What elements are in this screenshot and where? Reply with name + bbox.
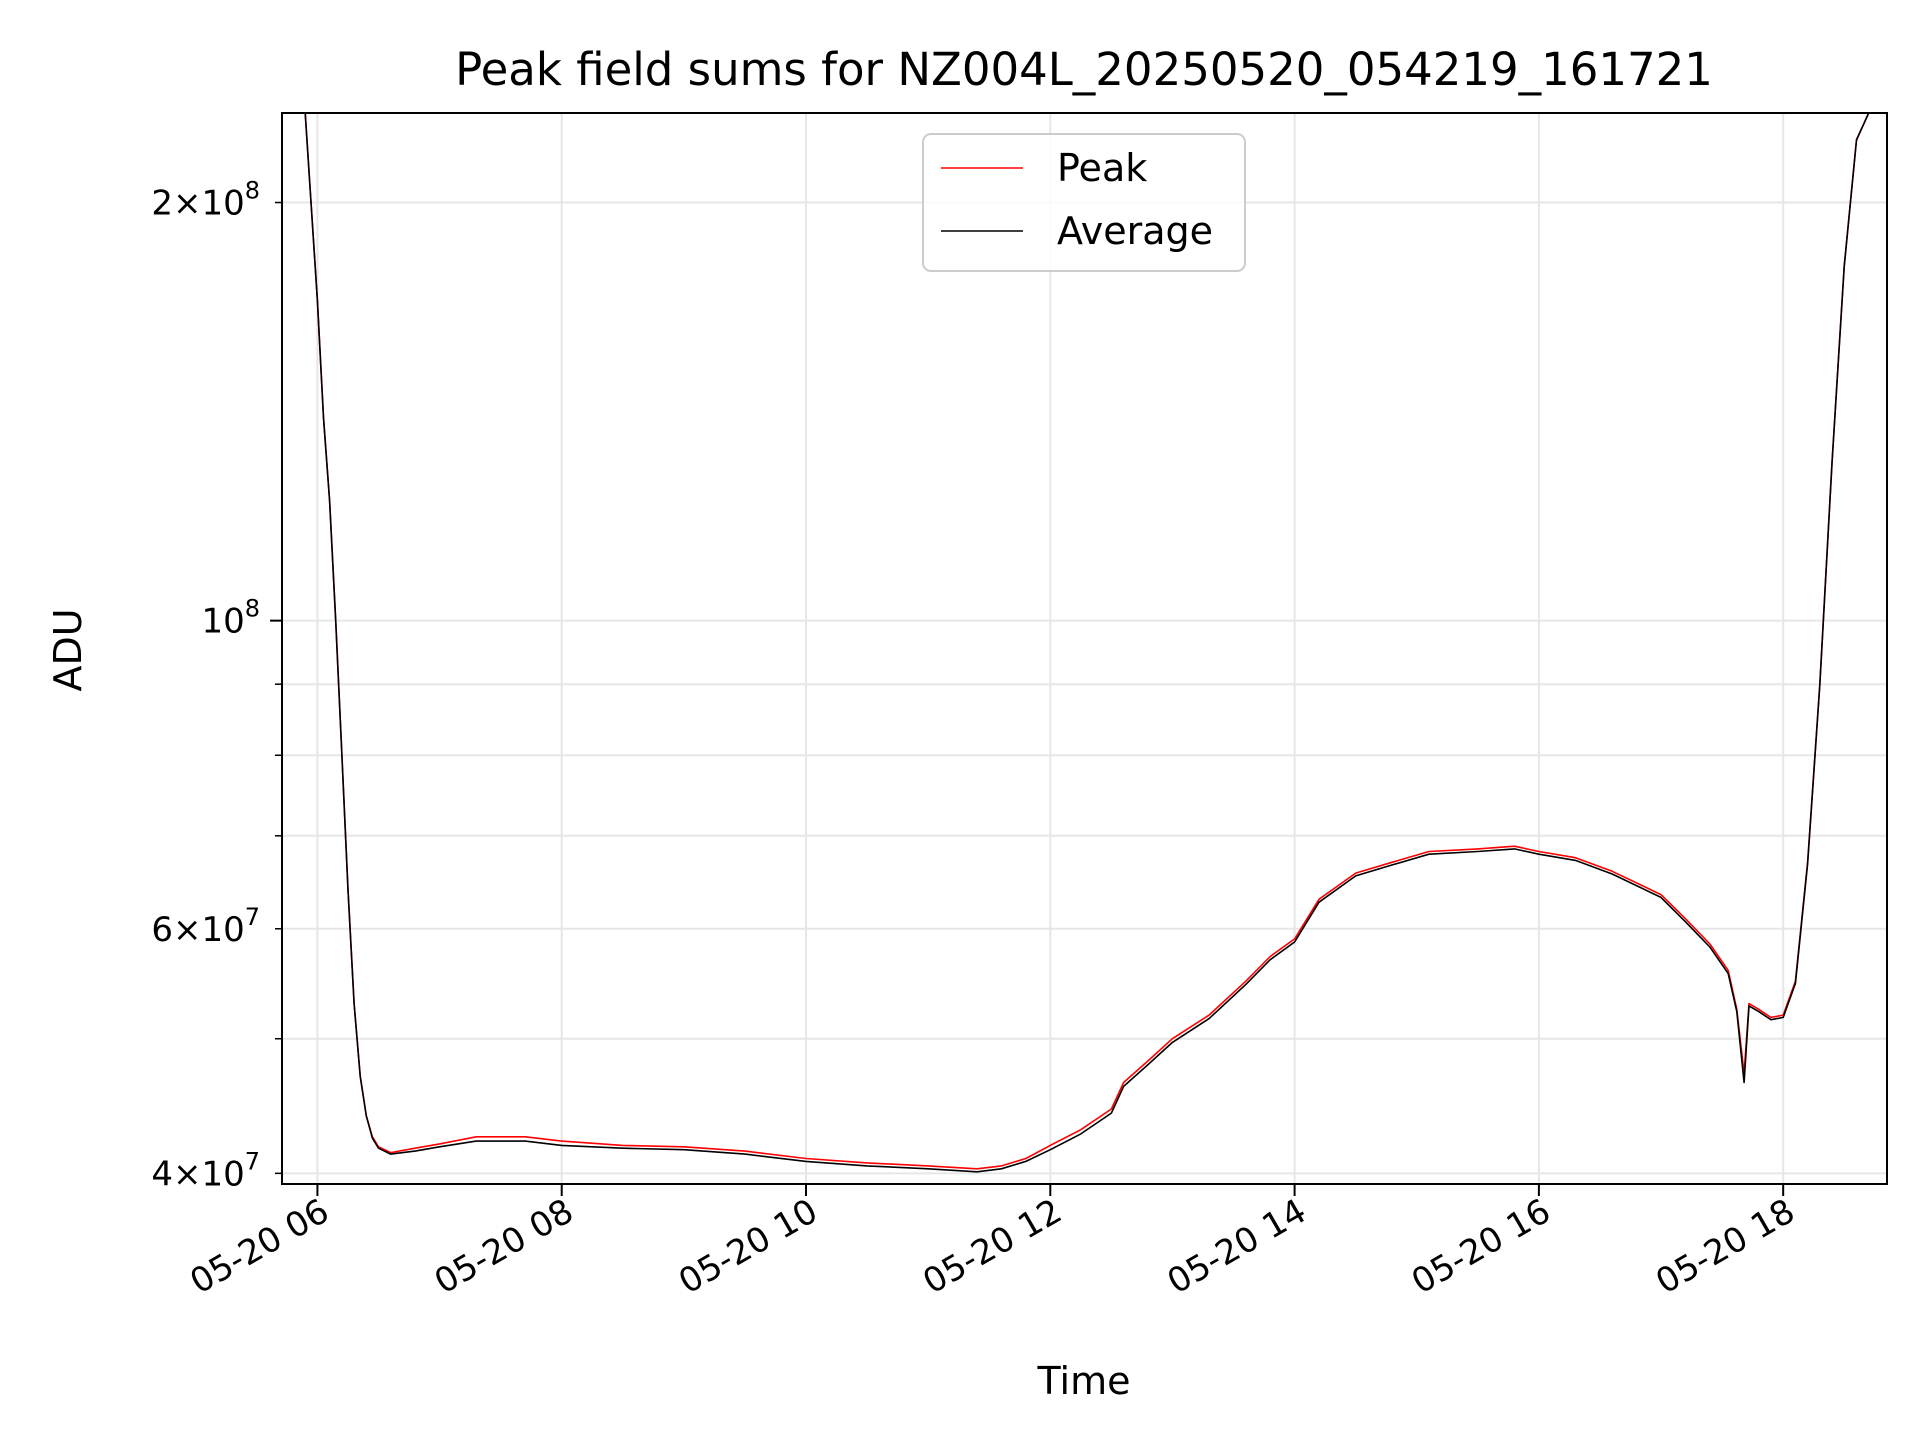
y-axis-label: ADU [46,608,90,691]
y-tick-exponent: 8 [245,595,260,623]
y-tick-times: × [173,910,202,950]
series-lines [282,113,1887,1173]
y-tick-base: 10 [201,602,244,642]
chart-title: Peak field sums for NZ004L_20250520_0542… [455,43,1713,96]
y-tick-exponent: 7 [245,903,260,931]
y-tick-base: 10 [201,184,244,224]
y-tick-times: × [173,1154,202,1194]
y-tick-times: × [173,184,202,224]
y-tick-exponent: 8 [245,177,260,205]
y-tick-label: 2×108 [151,177,260,224]
y-tick-mantissa: 2 [151,184,173,224]
y-tick-label: 108 [201,595,260,642]
legend-label-peak: Peak [1057,146,1147,190]
y-tick-label: 6×107 [151,903,260,950]
plot-area-frame [281,112,1888,1185]
y-tick-mantissa: 6 [151,910,173,950]
x-axis-label: Time [1037,1359,1131,1403]
legend: Peak Average [922,133,1246,272]
y-tick-mantissa: 4 [151,1154,173,1194]
y-tick-label: 4×107 [151,1147,260,1194]
y-tick-base: 10 [201,910,244,950]
legend-label-average: Average [1057,209,1213,253]
y-tick-exponent: 7 [245,1147,260,1175]
y-tick-base: 10 [201,1154,244,1194]
series-line-average [282,113,1887,1173]
